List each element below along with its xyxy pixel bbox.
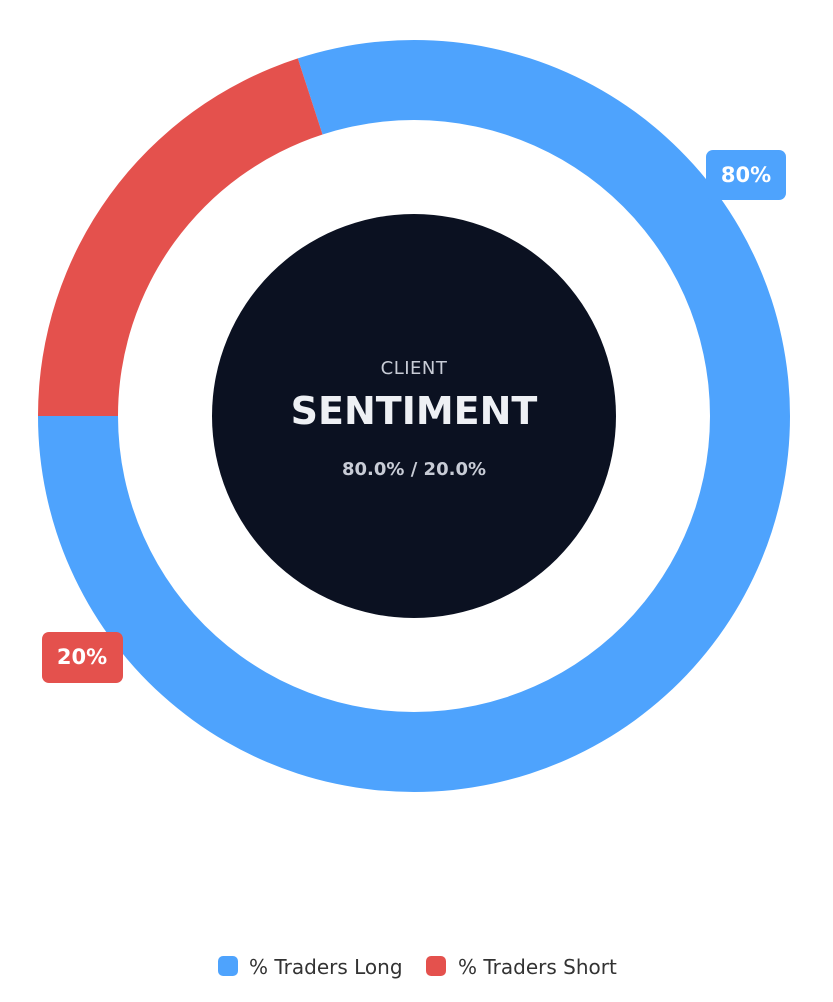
- center-title: SENTIMENT: [291, 389, 538, 433]
- legend-item-short[interactable]: % Traders Short: [426, 955, 617, 979]
- data-label-short-text: 20%: [57, 645, 107, 669]
- center-disc: [212, 214, 616, 618]
- legend-swatch-long: [218, 956, 238, 976]
- legend-label-long: % Traders Long: [249, 955, 403, 979]
- legend-label-short: % Traders Short: [458, 955, 617, 979]
- center-subtitle: CLIENT: [381, 358, 448, 379]
- data-label-long: 80%: [706, 150, 786, 200]
- legend: % Traders Long % Traders Short: [218, 955, 617, 979]
- legend-swatch-short: [426, 956, 446, 976]
- data-label-short-box: [42, 632, 123, 683]
- donut-slices: [38, 39, 790, 792]
- donut-slice-short[interactable]: [38, 58, 323, 417]
- center-ratio: 80.0% / 20.0%: [342, 459, 486, 480]
- data-label-long-text: 80%: [721, 163, 771, 187]
- legend-item-long[interactable]: % Traders Long: [218, 955, 403, 979]
- data-label-long-box: [706, 150, 786, 200]
- data-label-short: 20%: [42, 632, 123, 683]
